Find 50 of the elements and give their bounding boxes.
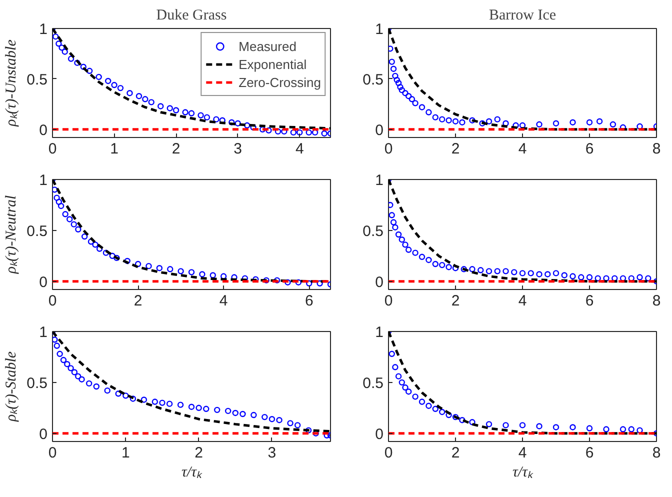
x-tick-label: 2	[172, 140, 180, 158]
y-tick-label: 0.5	[362, 222, 384, 240]
legend-label: Zero-Crossing	[238, 74, 321, 91]
y-axis-title: ρₖ(τ)-Stable	[4, 351, 20, 423]
y-tick-label: 1	[375, 324, 384, 341]
x-tick-label: 8	[652, 140, 661, 158]
x-tick-label: 4	[518, 444, 527, 462]
y-tick-label: 0	[375, 426, 384, 443]
y-tick-label: 0.5	[26, 374, 48, 392]
y-tick-label: 0.5	[26, 71, 48, 88]
x-axis-title: τ/τₖ	[512, 464, 534, 480]
chart-title: Duke Grass	[156, 8, 227, 24]
x-tick-label: 4	[219, 292, 228, 310]
x-tick-label: 3	[234, 140, 242, 158]
x-tick-label: 2	[451, 444, 460, 462]
x-tick-label: 1	[110, 140, 118, 158]
x-tick-label: 2	[451, 292, 460, 310]
y-tick-label: 1	[39, 172, 48, 189]
x-tick-label: 2	[451, 140, 460, 158]
x-axis-title: τ/τₖ	[182, 464, 202, 480]
y-tick-label: 1	[375, 21, 384, 38]
legend-label: Measured	[238, 38, 296, 55]
x-tick-label: 4	[518, 140, 527, 158]
x-tick-label: 1	[121, 444, 130, 462]
y-tick-label: 1	[39, 21, 48, 38]
y-tick-label: 0	[39, 426, 48, 443]
y-tick-label: 0.5	[26, 222, 48, 240]
y-tick-label: 1	[375, 172, 384, 189]
y-tick-label: 0	[375, 122, 384, 139]
chart-title: Barrow Ice	[488, 8, 556, 24]
legend-label: Exponential	[238, 56, 307, 73]
y-tick-label: 0	[39, 122, 48, 139]
y-tick-label: 1	[39, 324, 48, 341]
y-tick-label: 0.5	[362, 71, 384, 88]
x-tick-label: 6	[585, 140, 594, 158]
x-tick-label: 4	[295, 140, 304, 158]
x-tick-label: 3	[268, 444, 276, 462]
y-tick-label: 0	[39, 274, 48, 291]
x-tick-label: 8	[652, 292, 661, 310]
x-tick-label: 8	[652, 444, 661, 462]
x-tick-label: 6	[304, 292, 314, 310]
x-tick-label: 6	[585, 444, 594, 462]
y-tick-label: 0	[375, 274, 384, 291]
y-tick-label: 0.5	[362, 374, 384, 392]
x-tick-label: 2	[134, 292, 142, 310]
x-tick-label: 6	[585, 292, 594, 310]
x-tick-label: 4	[518, 292, 527, 310]
y-axis-title: ρₖ(τ)-Neutral	[4, 195, 20, 275]
x-tick-label: 2	[194, 444, 203, 462]
y-axis-title: ρₖ(τ)-Unstable	[4, 39, 20, 128]
